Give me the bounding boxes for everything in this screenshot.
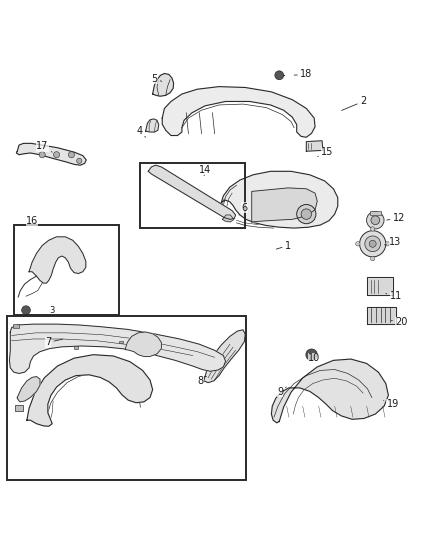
- Text: 1: 1: [276, 240, 291, 251]
- Text: 3: 3: [49, 305, 55, 314]
- Bar: [141, 163, 245, 228]
- Circle shape: [53, 152, 60, 158]
- Circle shape: [306, 349, 317, 360]
- Text: 4: 4: [137, 126, 146, 138]
- Text: 17: 17: [36, 141, 52, 152]
- Circle shape: [369, 240, 376, 247]
- Bar: [14, 224, 120, 314]
- Text: 8: 8: [198, 376, 206, 386]
- Circle shape: [367, 212, 384, 229]
- Polygon shape: [204, 330, 245, 383]
- Circle shape: [21, 306, 30, 314]
- Text: 16: 16: [26, 216, 38, 226]
- Polygon shape: [152, 74, 173, 96]
- Circle shape: [356, 241, 360, 246]
- Circle shape: [297, 205, 316, 224]
- Bar: [13, 324, 19, 328]
- Polygon shape: [367, 306, 396, 324]
- Circle shape: [301, 209, 311, 220]
- Polygon shape: [16, 143, 86, 165]
- Text: 2: 2: [342, 96, 366, 110]
- Circle shape: [39, 152, 45, 158]
- Text: 14: 14: [199, 165, 211, 176]
- Polygon shape: [17, 376, 40, 402]
- Bar: [74, 346, 78, 350]
- Polygon shape: [367, 277, 393, 295]
- Text: 13: 13: [385, 237, 402, 247]
- Polygon shape: [146, 119, 159, 132]
- Text: 12: 12: [387, 213, 405, 223]
- Circle shape: [77, 158, 82, 164]
- Polygon shape: [223, 215, 234, 222]
- Text: 19: 19: [384, 399, 399, 409]
- Circle shape: [371, 227, 375, 231]
- Text: 9: 9: [277, 387, 286, 397]
- Circle shape: [275, 71, 284, 79]
- Bar: [370, 211, 381, 215]
- Text: 15: 15: [318, 147, 333, 157]
- Bar: [14, 405, 22, 411]
- Circle shape: [371, 256, 375, 261]
- Polygon shape: [29, 237, 86, 283]
- Bar: [120, 341, 124, 343]
- Polygon shape: [162, 87, 315, 138]
- Circle shape: [371, 216, 380, 224]
- Bar: [7, 316, 246, 480]
- Polygon shape: [27, 354, 152, 426]
- Text: 20: 20: [391, 317, 408, 327]
- Polygon shape: [272, 359, 389, 423]
- Circle shape: [68, 152, 74, 158]
- Polygon shape: [125, 332, 161, 357]
- Polygon shape: [148, 165, 236, 220]
- Text: 7: 7: [45, 337, 63, 348]
- Text: 11: 11: [386, 291, 402, 301]
- Text: 10: 10: [308, 353, 320, 363]
- Polygon shape: [220, 171, 338, 228]
- Text: 5: 5: [151, 74, 162, 84]
- Text: 18: 18: [294, 69, 312, 79]
- Circle shape: [385, 241, 390, 246]
- Polygon shape: [252, 188, 317, 222]
- Circle shape: [360, 231, 386, 257]
- Text: 6: 6: [239, 203, 247, 215]
- Polygon shape: [306, 141, 323, 151]
- Polygon shape: [10, 324, 226, 374]
- Circle shape: [365, 236, 381, 252]
